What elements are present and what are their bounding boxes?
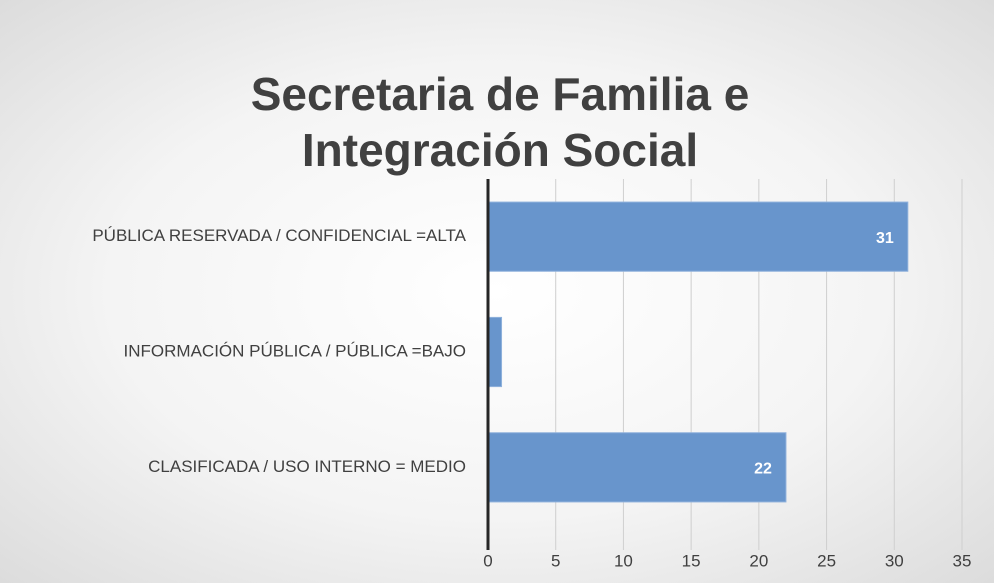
data-label: 31	[876, 230, 894, 247]
bar	[487, 316, 503, 388]
x-tick-label: 25	[817, 551, 836, 570]
data-label: 22	[754, 461, 772, 478]
x-tick-label: 0	[483, 551, 492, 570]
x-tick-label: 20	[749, 551, 768, 570]
y-tick-label: PÚBLICA RESERVADA / CONFIDENCIAL =ALTA	[92, 226, 466, 245]
y-tick-label: INFORMACIÓN PÚBLICA / PÚBLICA =BAJO	[124, 341, 466, 360]
bar	[487, 432, 787, 503]
y-tick-label: CLASIFICADA / USO INTERNO = MEDIO	[148, 457, 466, 476]
x-tick-label: 10	[614, 551, 633, 570]
x-tick-label: 30	[885, 551, 904, 570]
x-tick-label: 5	[551, 551, 560, 570]
chart-title: Secretaria de Familia e Integración Soci…	[250, 68, 750, 176]
x-tick-label: 15	[682, 551, 701, 570]
x-tick-label: 35	[953, 551, 972, 570]
bar	[487, 201, 909, 272]
